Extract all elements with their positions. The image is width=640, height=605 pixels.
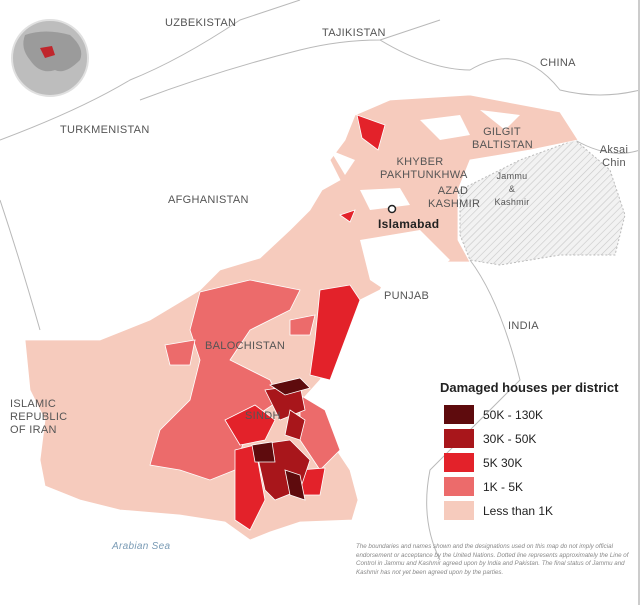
legend-swatch (444, 477, 474, 496)
no-data-areas (330, 110, 520, 300)
label-india: INDIA (508, 320, 539, 332)
districts-50k-130k (251, 377, 311, 501)
legend-item: 30K - 50K (444, 429, 618, 448)
legend-item: 5K 30K (444, 453, 618, 472)
legend: Damaged houses per district 50K - 130K 30… (440, 380, 618, 525)
legend-label: 30K - 50K (483, 431, 537, 446)
country-borders (0, 0, 640, 561)
legend-label: 5K 30K (483, 455, 523, 470)
label-islamabad: Islamabad (378, 217, 440, 231)
label-china: CHINA (540, 57, 576, 69)
label-aksai-chin: Aksai Chin (599, 144, 629, 169)
label-iran: ISLAMIC REPUBLIC OF IRAN (10, 398, 68, 436)
frame-border (638, 0, 640, 605)
legend-item: Less than 1K (444, 501, 618, 520)
legend-swatch (444, 453, 474, 472)
legend-swatch (444, 429, 474, 448)
label-sindh: SINDH (245, 410, 281, 422)
label-punjab: PUNJAB (384, 290, 430, 302)
legend-label: 50K - 130K (483, 407, 544, 422)
disclaimer-note: The boundaries and names shown and the d… (356, 543, 629, 576)
label-arabian-sea: Arabian Sea (112, 541, 171, 552)
label-gilgit-baltistan: GILGIT BALTISTAN (472, 126, 533, 151)
districts-1k-5k (164, 339, 196, 366)
arabian-sea (0, 511, 350, 605)
label-tajikistan: TAJIKISTAN (322, 27, 386, 39)
label-khyber-pakhtunkhwa: KHYBER PAKHTUNKHWA (380, 156, 468, 181)
legend-label: 1K - 5K (483, 479, 524, 494)
districts-1k-5k (289, 314, 316, 336)
districts-1k-5k (149, 279, 301, 481)
islamabad-marker (387, 204, 397, 214)
legend-title: Damaged houses per district (440, 380, 619, 395)
label-afghanistan: AFGHANISTAN (168, 194, 249, 206)
legend-swatch (444, 405, 474, 424)
label-jammu-kashmir: Jammu & Kashmir (494, 171, 530, 207)
globe-inset (11, 19, 89, 97)
label-balochistan: BALOCHISTAN (205, 340, 286, 352)
districts-5k-30k (224, 114, 386, 531)
legend-label: Less than 1K (483, 503, 554, 518)
label-azad-kashmir: AZAD KASHMIR (428, 185, 481, 210)
label-uzbekistan: UZBEKISTAN (165, 17, 237, 29)
label-turkmenistan: TURKMENISTAN (60, 124, 150, 136)
jammu-kashmir-region (459, 139, 626, 266)
legend-item: 50K - 130K (444, 405, 618, 424)
legend-swatch (444, 501, 474, 520)
legend-item: 1K - 5K (444, 477, 618, 496)
